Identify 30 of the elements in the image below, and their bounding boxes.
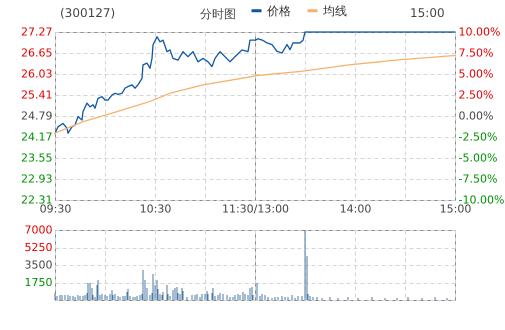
y2-tick-label: 2.50% [458, 88, 494, 102]
y-tick-label: 24.17 [21, 130, 52, 144]
y-tick-label: 23.55 [21, 152, 52, 164]
y2-tick-label: -2.50% [458, 130, 498, 144]
y-tick-label: 26.65 [21, 46, 52, 60]
y-tick-label: 25.41 [21, 88, 52, 102]
y-tick-label: 3500 [24, 258, 52, 272]
y2-tick-label: 5.00% [458, 68, 494, 80]
y2-tick-label: 10.00% [458, 26, 500, 38]
y-tick-label: 5250 [24, 241, 52, 254]
chart-title: (300127) [60, 6, 116, 20]
y-tick-label: 22.93 [21, 172, 52, 186]
x-tick-label: 11:30/13:00 [222, 202, 290, 216]
y-tick-label: 26.03 [21, 68, 52, 80]
legend-label: 价格 [266, 4, 291, 18]
y2-tick-label: 0.00% [458, 110, 494, 122]
text: 15:00 [410, 6, 445, 20]
y-tick-label: 7000 [24, 224, 52, 236]
y2-tick-label: 7.50% [458, 46, 494, 60]
y2-tick-label: -7.50% [458, 172, 498, 186]
legend-label: 均线 [322, 4, 347, 18]
chart-subtitle: 分时图 [200, 6, 236, 23]
y-tick-label: 1750 [24, 276, 52, 289]
y-tick-label: 24.79 [21, 110, 52, 122]
y2-tick-label: -5.00% [458, 152, 498, 164]
x-tick-label: 10:30 [140, 202, 172, 216]
x-tick-label: 14:00 [340, 202, 372, 216]
x-tick-label: 15:00 [440, 202, 472, 216]
y-tick-label: 27.27 [21, 26, 52, 38]
x-tick-label: 09:30 [40, 202, 72, 216]
